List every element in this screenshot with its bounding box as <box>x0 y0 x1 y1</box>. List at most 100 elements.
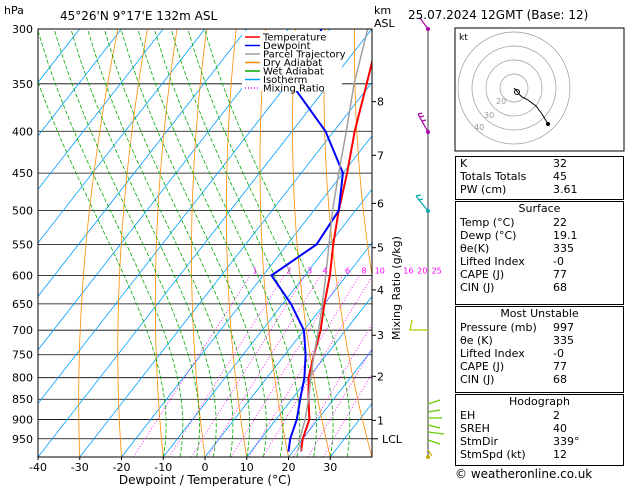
pressure-tick-label: 900 <box>12 414 33 427</box>
mixing-ratio-line <box>133 275 251 457</box>
legend-label: Dewpoint <box>263 41 311 52</box>
hodograph-ring-30 <box>471 45 557 131</box>
dry-adiabat-line <box>191 29 207 457</box>
wind-barb <box>409 319 428 331</box>
isotherm-line <box>38 29 372 457</box>
x-tick-label: 10 <box>240 461 254 474</box>
wet-adiabat-line <box>70 29 217 457</box>
mixing-ratio-line <box>168 275 285 457</box>
wind-barb <box>427 424 445 445</box>
wind-barb <box>415 194 429 212</box>
mixing-ratio-label: 8 <box>361 266 366 275</box>
pressure-tick-label: 650 <box>12 298 33 311</box>
hodograph-frame <box>454 27 625 152</box>
wind-barb <box>419 17 429 30</box>
wind-barb <box>427 449 433 457</box>
x-tick-label: -10 <box>154 461 172 474</box>
mixing-ratio-label: 4 <box>323 266 328 275</box>
dry-adiabat-line <box>78 29 119 457</box>
hodograph-row: SREH 40 <box>460 422 567 435</box>
km-tick-label: 8 <box>377 96 384 109</box>
mixing-ratio-line <box>231 275 344 457</box>
dry-adiabat-line <box>154 29 178 457</box>
wind-point <box>426 209 430 213</box>
dry-adiabat-line <box>226 29 248 457</box>
wind-point <box>426 455 430 459</box>
series-parcel-trajectory <box>298 29 369 452</box>
mixing-ratio-label: 20 <box>417 266 427 275</box>
km-tick-label: 4 <box>377 284 384 297</box>
x-tick-label: -20 <box>113 461 131 474</box>
surface-table: Surface Temp (°C) 22 Dewp (°C) 19.1 θe(K) 3… <box>455 201 624 305</box>
wind-point <box>426 130 430 134</box>
isotherm-line <box>162 188 372 457</box>
index-row-tt: Totals Totals 45 <box>460 170 567 183</box>
surface-row: CIN (J) 68 <box>460 281 567 294</box>
x-tick-label: -40 <box>29 461 47 474</box>
km-tick-label: 3 <box>377 329 384 342</box>
asl-label: ASL <box>374 17 396 30</box>
wet-adiabat-line <box>120 29 267 457</box>
legend-label: Temperature <box>262 33 326 44</box>
surface-title: Surface <box>518 202 561 215</box>
dry-adiabat-line <box>323 29 372 457</box>
pressure-tick-label: 800 <box>12 372 33 385</box>
most-unstable-row: CIN (J) 68 <box>460 373 567 386</box>
wind-barb <box>417 112 429 133</box>
most-unstable-row: CAPE (J) 77 <box>460 360 567 373</box>
hodograph-ring-10 <box>499 73 529 103</box>
isotherm-line <box>38 29 331 405</box>
hodograph-ring-label-20: 20 <box>496 97 506 106</box>
x-tick-label: -30 <box>71 461 89 474</box>
hodograph-ring-label-30: 30 <box>484 111 494 120</box>
hodograph-row: StmDir 339° <box>460 435 580 448</box>
dry-adiabat-line <box>259 29 289 457</box>
legend-label: Parcel Trajectory <box>263 50 346 61</box>
surface-row: Dewp (°C) 19.1 <box>460 229 578 242</box>
mixing-ratio-line <box>190 275 306 457</box>
wet-adiabat-line <box>103 29 250 457</box>
mixing-ratio-label: 3 <box>307 266 312 275</box>
pressure-tick-label: 300 <box>12 23 33 36</box>
index-row-k: K 32 <box>460 157 567 170</box>
legend-label: Mixing Ratio <box>263 84 325 95</box>
most-unstable-table: Most Unstable Pressure (mb) 997 θe (K) 335… <box>455 306 624 393</box>
isotherm-line <box>121 135 372 457</box>
sounding-lines <box>270 29 372 452</box>
hodograph-row: EH 2 <box>460 409 560 422</box>
km-tick-label: 1 <box>377 414 384 427</box>
most-unstable-title: Most Unstable <box>500 307 579 320</box>
most-unstable-row: Pressure (mb) 997 <box>460 321 574 334</box>
pressure-tick-label: 950 <box>12 433 33 446</box>
x-tick-label: 0 <box>202 461 209 474</box>
datetime-title: 25.07.2024 12GMT (Base: 12) <box>408 8 588 22</box>
most-unstable-row: θe (K) 335 <box>460 334 574 347</box>
surface-row: Temp (°C) 22 <box>460 216 567 229</box>
legend-label: Wet Adiabat <box>263 67 324 78</box>
mixing-ratio-label: 6 <box>345 266 350 275</box>
hpa-label: hPa <box>4 4 24 17</box>
indices-table: K 32 Totals Totals 45 PW (cm) 3.61 <box>455 156 624 200</box>
lcl-label: LCL <box>382 433 403 446</box>
pressure-tick-label: 850 <box>12 393 33 406</box>
mixing-ratio-label: 2 <box>286 266 291 275</box>
hodograph-ring-40 <box>457 31 571 145</box>
km-label: km <box>374 4 391 17</box>
legend-bg <box>242 31 342 91</box>
mixing-ratio-label: 25 <box>432 266 442 275</box>
hodograph-row: StmSpd (kt) 12 <box>460 448 567 461</box>
pressure-tick-label: 500 <box>12 205 33 218</box>
km-tick-label: 2 <box>377 370 384 383</box>
legend-label: Isotherm <box>263 75 307 86</box>
dry-adiabat-line <box>354 29 372 279</box>
pressure-tick-label: 750 <box>12 349 33 362</box>
surface-row: θe(K) 335 <box>460 242 574 255</box>
axis-labels: 1 2 3 4 6 8 10 16 20 2530035040045050055060065070… <box>12 23 442 474</box>
most-unstable-row: Lifted Index -0 <box>460 347 564 360</box>
wet-adiabat-line <box>53 29 200 457</box>
mixing-ratio-label: 1 <box>252 266 257 275</box>
surface-row: CAPE (J) 77 <box>460 268 567 281</box>
isotherm-line <box>38 29 206 244</box>
